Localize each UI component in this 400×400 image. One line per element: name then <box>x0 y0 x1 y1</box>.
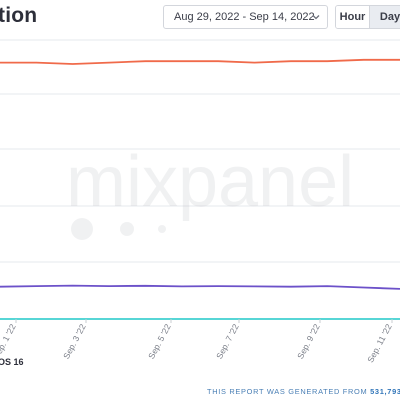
granularity-hour-button[interactable]: Hour <box>336 6 370 28</box>
x-axis-ticks: Sep. 1 '22 Sep. 3 '22 Sep. 5 '22 Sep. 7 '22… <box>0 319 394 364</box>
footer-count[interactable]: 531,793,189 <box>370 387 400 396</box>
granularity-toggle[interactable]: Hour Day <box>335 5 400 29</box>
footer-prefix: THIS REPORT WAS GENERATED FROM <box>207 387 368 396</box>
x-tick-label: Sep. 7 '22 <box>214 322 241 360</box>
watermark-dot-2 <box>120 222 134 236</box>
chevron-down-icon <box>312 15 320 20</box>
x-tick-label: Sep. 5 '22 <box>146 322 173 360</box>
watermark-dot-3 <box>158 225 166 233</box>
report-title: tion <box>0 4 38 27</box>
x-tick-label: Sep. 1 '22 <box>0 322 18 360</box>
date-range-picker[interactable]: Aug 29, 2022 - Sep 14, 2022 <box>163 5 328 29</box>
chart-series <box>0 58 400 320</box>
legend-item[interactable]: OS 16 <box>0 357 24 367</box>
series-line-1 <box>0 58 400 65</box>
watermark-text: mixpanel <box>66 142 354 222</box>
x-tick-label: Sep. 3 '22 <box>61 322 88 360</box>
granularity-day-button[interactable]: Day <box>370 6 400 28</box>
x-tick-label: Sep. 9 '22 <box>295 322 322 360</box>
x-tick-label: Sep. 11 '22 <box>365 322 394 364</box>
series-line-2 <box>0 284 400 290</box>
date-range-label: Aug 29, 2022 - Sep 14, 2022 <box>174 11 315 23</box>
report-footer: THIS REPORT WAS GENERATED FROM 531,793,1… <box>207 387 400 396</box>
legend-label: OS 16 <box>0 357 24 367</box>
watermark-dot-1 <box>71 218 93 240</box>
mixpanel-watermark: mixpanel <box>66 142 354 240</box>
